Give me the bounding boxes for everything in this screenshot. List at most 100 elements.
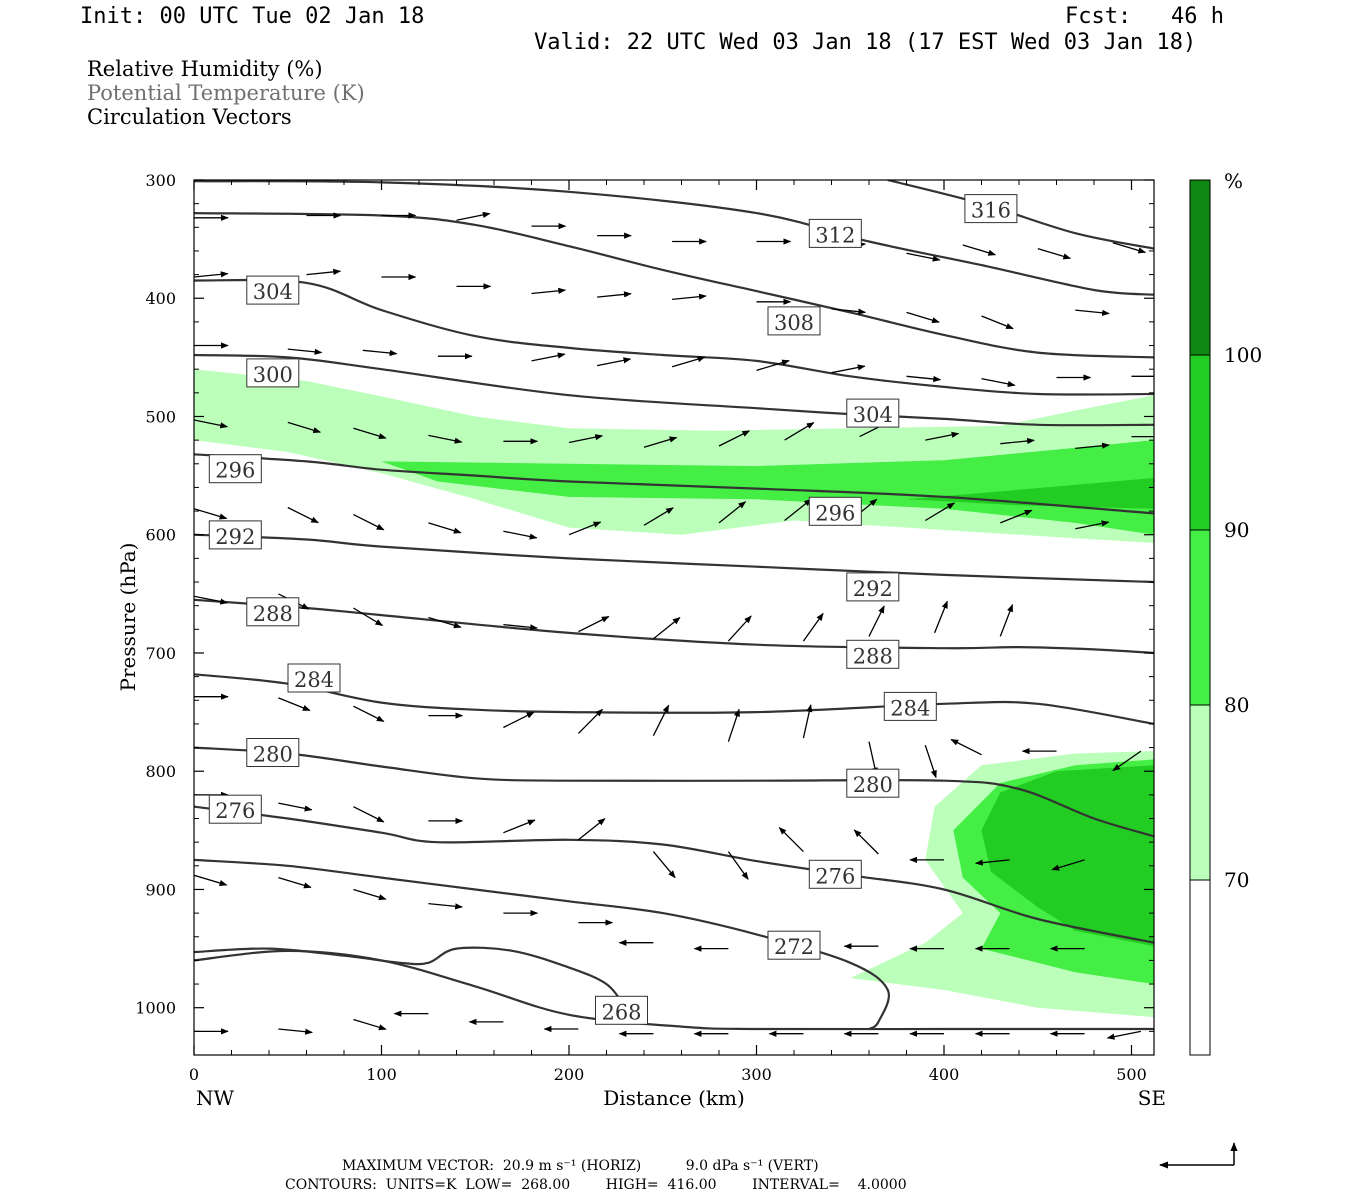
vector-87 <box>924 744 937 779</box>
vector-26 <box>287 348 323 355</box>
contour-label-284-13: 284 <box>883 691 937 721</box>
colorbar-segment-0 <box>1189 879 1211 1056</box>
vector-104 <box>194 874 228 886</box>
legend-circulation-vectors: Circulation Vectors <box>87 105 292 129</box>
isentrope-280-9 <box>194 746 1154 838</box>
vector-41 <box>428 434 463 444</box>
contour-label-box <box>808 218 862 248</box>
vector-19 <box>672 293 707 301</box>
y-tick-label: 900 <box>145 880 176 899</box>
isentrope-292-6 <box>194 533 1154 584</box>
forecast-hour: Fcst: 46 h <box>1065 4 1224 29</box>
contour-label-text: 284 <box>890 696 930 720</box>
contour-label-box <box>846 572 900 602</box>
vector-21 <box>831 308 867 315</box>
vector-107 <box>428 902 463 910</box>
vector-13 <box>194 271 229 278</box>
valid-time: Valid: 22 UTC Wed 03 Jan 18 (17 EST Wed … <box>534 30 1197 55</box>
contour-label-box <box>846 639 900 669</box>
rh-region-90-5 <box>981 765 1154 947</box>
contour-label-text: 304 <box>253 280 293 304</box>
contour-label-box <box>287 663 341 693</box>
vector-57 <box>568 521 602 536</box>
y-tick-label: 1000 <box>135 999 176 1018</box>
vector-27 <box>362 349 398 357</box>
vector-3 <box>456 211 491 221</box>
vector-52 <box>194 508 228 520</box>
colorbar-segment-2 <box>1189 529 1211 706</box>
vector-38 <box>194 419 229 429</box>
vector-98 <box>727 851 749 880</box>
contour-label-text: 272 <box>774 935 814 959</box>
isentrope-268-13 <box>194 946 627 1009</box>
y-tick-label: 300 <box>145 171 176 190</box>
vector-90 <box>1112 750 1142 772</box>
contour-label-284-12: 284 <box>287 663 341 693</box>
contour-label-304-4: 304 <box>846 398 900 428</box>
contour-label-288-11: 288 <box>846 639 900 669</box>
contour-label-text: 268 <box>601 1000 641 1024</box>
y-tick-label: 700 <box>145 644 176 663</box>
vector-84 <box>727 708 740 742</box>
vector-14 <box>306 268 342 276</box>
rh-region-80-1 <box>381 440 1154 535</box>
legend-relative-humidity: Relative Humidity (%) <box>87 57 323 81</box>
vector-73 <box>802 612 824 642</box>
vector-105 <box>278 876 312 889</box>
contour-label-text: 292 <box>853 577 893 601</box>
vector-55 <box>428 522 462 534</box>
vector-53 <box>287 506 319 524</box>
vector-30 <box>596 357 632 367</box>
vector-71 <box>652 616 681 640</box>
contour-label-box <box>846 768 900 798</box>
vector-44 <box>643 436 678 448</box>
contour-label-text: 284 <box>294 668 334 692</box>
isentrope-272-11 <box>194 858 890 1030</box>
vector-9 <box>906 252 941 262</box>
isentrope-276-10 <box>194 805 1154 944</box>
vector-33 <box>831 364 866 374</box>
init-time: Init: 00 UTC Tue 02 Jan 18 <box>80 4 425 29</box>
colorbar-segment-3 <box>1189 354 1211 531</box>
vector-119 <box>353 1018 387 1031</box>
contour-label-312-1: 312 <box>808 218 862 248</box>
vector-46 <box>784 422 815 441</box>
vector-70 <box>578 615 610 633</box>
colorbar-label-80: 80 <box>1224 693 1249 717</box>
y-tick-label: 800 <box>145 762 176 781</box>
contour-label-text: 276 <box>215 799 255 823</box>
contour-label-308-2: 308 <box>767 306 821 336</box>
colorbar-unit: % <box>1224 169 1243 193</box>
contour-label-box <box>767 306 821 336</box>
vector-103 <box>1051 859 1085 871</box>
contour-label-296-7: 296 <box>808 496 862 526</box>
x-tick-label: 500 <box>1116 1065 1147 1084</box>
colorbar: 70 80 90 100 <box>1189 179 1262 1056</box>
x-axis-label: Distance (km) <box>603 1086 745 1110</box>
vector-34 <box>906 375 942 383</box>
contour-label-box <box>246 358 300 388</box>
vector-76 <box>999 603 1014 637</box>
vector-48 <box>925 431 960 441</box>
isentrope-304-3 <box>194 278 1154 396</box>
vector-99 <box>778 827 804 853</box>
isentrope-300-4 <box>194 353 1154 427</box>
vector-50 <box>1075 442 1110 450</box>
axes: 300 400 500 600 700 800 900 1000 0 100 200 300 400 50… <box>135 171 1154 1084</box>
vector-23 <box>981 315 1014 330</box>
vector-10 <box>962 244 997 256</box>
contour-label-272-18: 272 <box>767 930 821 960</box>
vector-118 <box>278 1028 313 1035</box>
x-tick-label: 0 <box>189 1065 199 1084</box>
vector-82 <box>577 708 603 734</box>
vector-96 <box>577 818 606 841</box>
contour-label-316-0: 316 <box>964 194 1018 224</box>
contour-label-box <box>808 496 862 526</box>
plot-frame <box>193 179 1155 1056</box>
colorbar-segment-4 <box>1189 179 1211 356</box>
contour-label-text: 308 <box>774 311 814 335</box>
contour-label-box <box>246 597 300 627</box>
vector-35 <box>981 377 1016 387</box>
vector-92 <box>278 802 313 812</box>
